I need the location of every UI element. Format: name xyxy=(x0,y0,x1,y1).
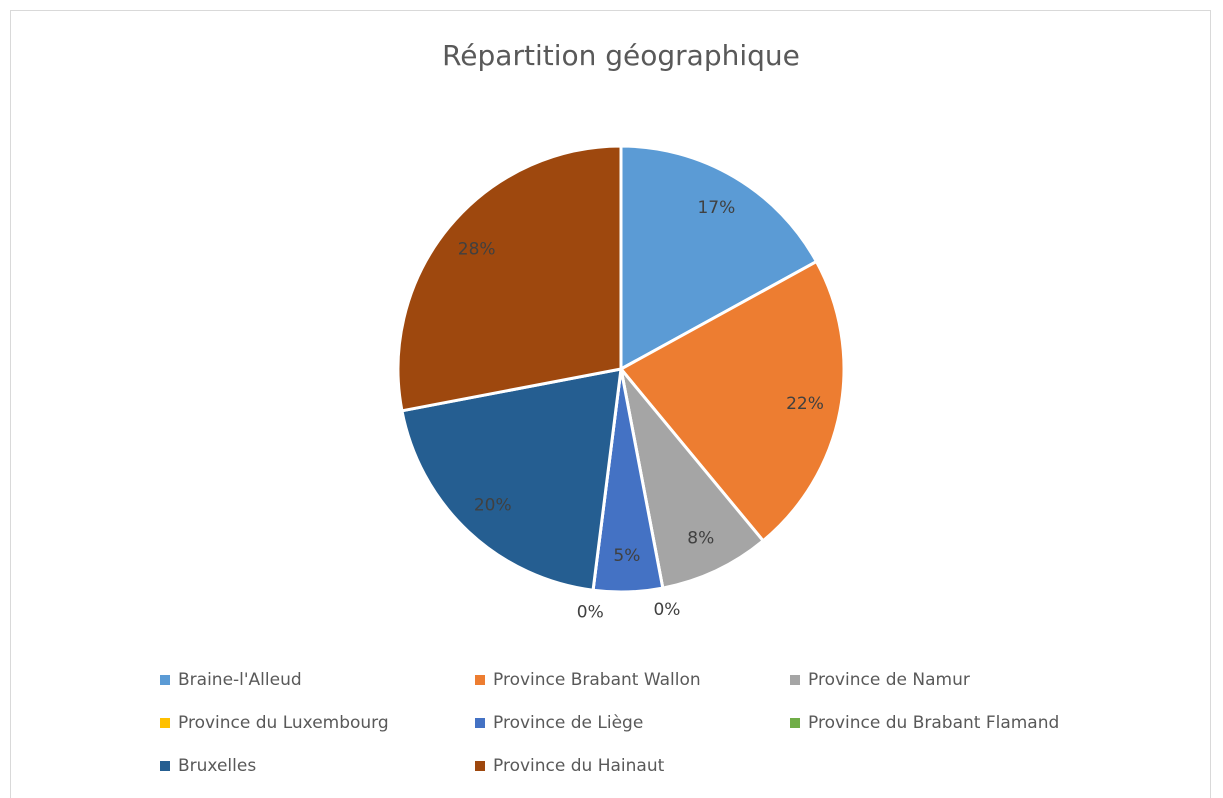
pie-slice xyxy=(618,259,846,543)
legend-label: Braine-l'Alleud xyxy=(178,670,302,690)
legend-swatch xyxy=(790,718,800,728)
legend-swatch xyxy=(475,675,485,685)
pie-slice xyxy=(619,368,766,590)
pie-slice xyxy=(400,367,623,592)
pie-slice xyxy=(396,144,623,413)
legend-swatch xyxy=(160,718,170,728)
legend-swatch xyxy=(475,761,485,771)
legend-swatch xyxy=(475,718,485,728)
data-label: 22% xyxy=(786,394,824,414)
data-label: 20% xyxy=(474,496,512,516)
data-label: 8% xyxy=(687,528,714,548)
legend-label: Province du Brabant Flamand xyxy=(808,713,1059,733)
legend-label: Province du Luxembourg xyxy=(178,713,389,733)
data-label: 17% xyxy=(697,198,735,218)
data-label: 0% xyxy=(653,600,680,620)
legend-label: Province de Liège xyxy=(493,713,643,733)
data-label: 5% xyxy=(613,546,640,566)
data-label: 28% xyxy=(458,240,496,260)
data-label: 0% xyxy=(577,602,604,622)
chart-title: Répartition géographique xyxy=(442,39,800,72)
legend-swatch xyxy=(160,675,170,685)
legend-label: Province du Hainaut xyxy=(493,756,665,776)
legend-label: Province de Namur xyxy=(808,670,970,690)
legend-swatch xyxy=(160,761,170,771)
legend-label: Bruxelles xyxy=(178,756,256,776)
legend-swatch xyxy=(790,675,800,685)
pie-slice xyxy=(619,144,819,372)
legend-label: Province Brabant Wallon xyxy=(493,670,701,690)
